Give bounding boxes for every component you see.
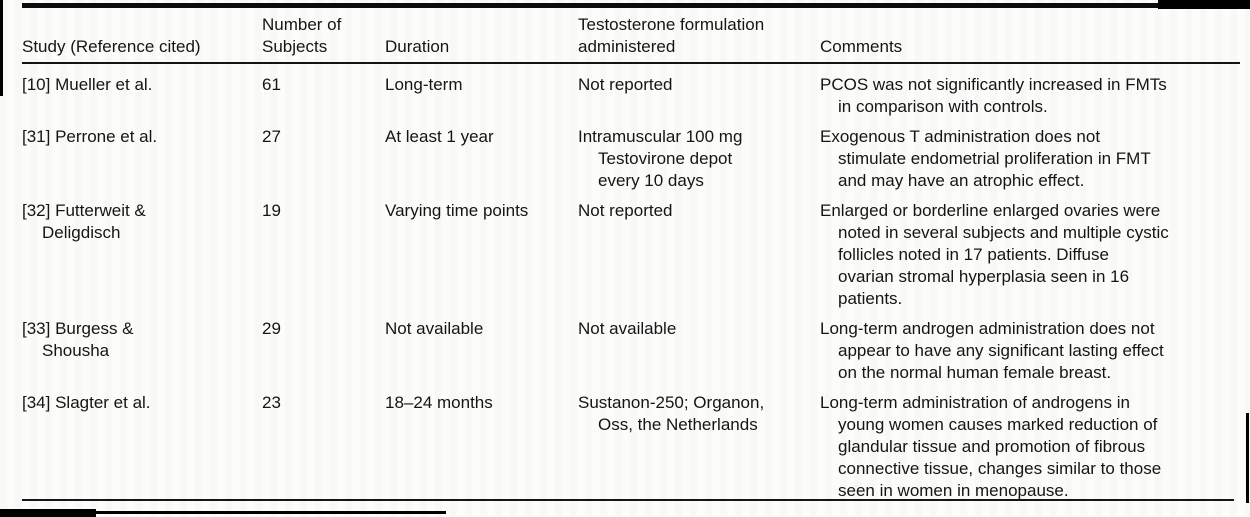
right-scan-edge-line	[1246, 413, 1249, 503]
cell-formulation: Not reported	[578, 75, 673, 94]
cell-subjects: 23	[262, 393, 281, 412]
header-study: Study (Reference cited)	[22, 37, 201, 56]
cell-duration: 18–24 months	[385, 393, 493, 412]
cell-study: [34] Slagter et al.	[22, 393, 151, 412]
cell-comments: Enlarged or borderline enlarged ovaries …	[820, 201, 1169, 308]
cell-comments: Exogenous T administration does not stim…	[820, 127, 1151, 190]
cell-duration: Varying time points	[385, 201, 529, 220]
header-comments: Comments	[820, 37, 903, 56]
cell-study: [32] Futterweit & Deligdisch	[22, 201, 146, 242]
table-row: [32] Futterweit & Deligdisch 19 Varying …	[22, 200, 1240, 310]
cell-subjects: 19	[262, 201, 281, 220]
header-duration: Duration	[385, 37, 450, 56]
left-scan-edge-line	[0, 0, 3, 96]
bottom-scan-artifact-line	[96, 511, 446, 514]
cell-formulation: Not available	[578, 319, 677, 338]
cell-duration: Not available	[385, 319, 484, 338]
cell-duration: Long-term	[385, 75, 463, 94]
bottom-scan-artifact-bar	[0, 509, 96, 517]
cell-comments: Long-term androgen administration does n…	[820, 319, 1164, 382]
table-row: [10] Mueller et al. 61 Long-term Not rep…	[22, 74, 1240, 118]
table-row: [34] Slagter et al. 23 18–24 months Sust…	[22, 392, 1240, 502]
cell-study: [33] Burgess & Shousha	[22, 319, 134, 360]
cell-subjects: 29	[262, 319, 281, 338]
header-formulation: Testosterone formulation administered	[578, 15, 765, 56]
cell-duration: At least 1 year	[385, 127, 494, 146]
cell-formulation: Sustanon-250; Organon, Oss, the Netherla…	[578, 393, 765, 434]
cell-comments: PCOS was not significantly increased in …	[820, 75, 1167, 116]
cell-study: [31] Perrone et al.	[22, 127, 158, 146]
cell-comments: Long-term administration of androgens in…	[820, 393, 1162, 500]
cell-subjects: 27	[262, 127, 281, 146]
header-subjects: Number of Subjects	[262, 15, 342, 56]
cell-study: [10] Mueller et al.	[22, 75, 153, 94]
top-right-scan-artifact	[1158, 0, 1250, 9]
table-row: [33] Burgess & Shousha 29 Not available …	[22, 318, 1240, 384]
table-row: [31] Perrone et al. 27 At least 1 year I…	[22, 126, 1240, 192]
cell-subjects: 61	[262, 75, 281, 94]
table-top-rule	[22, 3, 1250, 8]
table-bottom-rule	[22, 499, 1234, 501]
table-body: [10] Mueller et al. 61 Long-term Not rep…	[22, 64, 1240, 502]
cell-formulation: Intramuscular 100 mg Testovirone depot e…	[578, 127, 743, 190]
cell-formulation: Not reported	[578, 201, 673, 220]
table-header-row: Study (Reference cited) Number of Subjec…	[22, 10, 1240, 64]
studies-table: Study (Reference cited) Number of Subjec…	[0, 10, 1250, 510]
